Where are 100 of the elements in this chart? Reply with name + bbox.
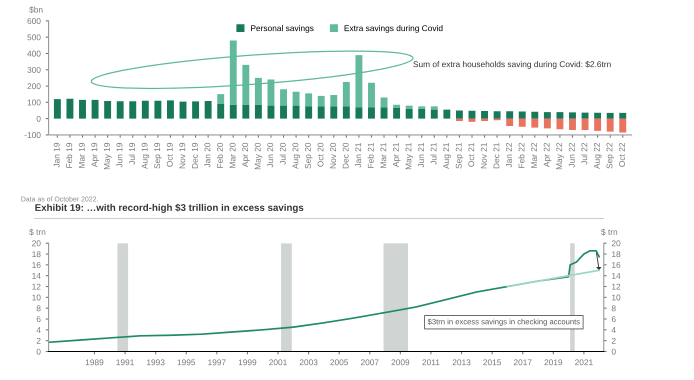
x-tick-label: Apr 21 [392, 142, 400, 168]
x-tick-label: Aug 22 [594, 142, 602, 169]
x-tick-label: Oct 21 [468, 142, 474, 167]
x-tick-label: Jun 19 [116, 142, 122, 168]
x-tick-label: Oct 22 [619, 142, 625, 167]
y-tick-label: 100 [28, 100, 41, 106]
x-tick-label: 1989 [86, 359, 104, 366]
y2-tick-label: 0 [612, 348, 616, 355]
bar [318, 96, 325, 106]
y2-tick-label: 12 [612, 284, 620, 290]
bar [292, 106, 300, 119]
bar [619, 118, 626, 132]
x-tick-label: Apr 22 [544, 142, 552, 168]
y-axis-title: $ trn [29, 228, 46, 236]
y-tick-label: 8 [36, 305, 41, 312]
x-tick-label: Mar 22 [531, 142, 538, 168]
bar [305, 93, 312, 106]
x-tick-label: May 19 [104, 142, 112, 170]
legend-label: Extra savings during Covid [344, 25, 442, 33]
bar [92, 100, 99, 119]
x-tick-label: May 22 [556, 142, 564, 170]
bar [569, 118, 576, 130]
bar [330, 95, 338, 106]
bar [292, 92, 300, 106]
bar [368, 82, 375, 108]
x-tick-label: Jun 20 [267, 142, 274, 168]
y-tick-label: 2 [36, 338, 41, 344]
bar [217, 94, 224, 104]
bar [268, 106, 274, 119]
x-tick-label: 1995 [178, 359, 196, 366]
x-tick-label: Oct 20 [318, 142, 324, 167]
y-tick-label: 500 [27, 34, 41, 40]
x-tick-label: 2005 [330, 359, 348, 366]
chart-title: Exhibit 19: …with record-high $3 trillion in excess savings [35, 204, 304, 213]
y-tick-label: 18 [32, 251, 41, 258]
bar [518, 118, 526, 127]
x-tick-label: May 21 [405, 142, 414, 170]
bar [342, 82, 350, 106]
bar [393, 108, 400, 119]
bar [380, 97, 388, 108]
x-tick-label: 2001 [269, 359, 287, 366]
bar [342, 106, 350, 119]
x-tick-label: 1991 [116, 359, 134, 366]
bar [380, 107, 388, 119]
bar [116, 101, 124, 119]
bar [494, 111, 501, 119]
y-tick-label: 16 [32, 262, 41, 268]
x-tick-label: Aug 20 [292, 142, 300, 169]
x-tick-label: May 20 [254, 142, 262, 170]
y-tick-label: 20 [32, 240, 41, 246]
bar [204, 101, 212, 119]
x-tick-label: Nov 19 [179, 142, 186, 168]
bar [418, 106, 426, 109]
bar [456, 118, 463, 122]
y-tick-label: 200 [27, 83, 41, 90]
y-tick-label: 0 [36, 116, 41, 122]
y-tick-label: 400 [27, 50, 41, 57]
x-tick-label: 2009 [392, 359, 410, 366]
x-tick-label: 1997 [208, 359, 226, 366]
bar [468, 110, 476, 119]
x-tick-label: Feb 21 [368, 142, 374, 168]
x-tick-label: 2019 [544, 359, 562, 366]
bar [180, 102, 186, 119]
x-tick-label: Feb 20 [216, 142, 223, 168]
bar [443, 110, 450, 119]
bar [518, 111, 526, 119]
bar [481, 118, 488, 122]
bar [54, 99, 61, 119]
bar [544, 118, 551, 128]
bar [619, 112, 626, 119]
bar [506, 111, 514, 119]
bar [330, 106, 338, 119]
x-tick-label: 2011 [422, 359, 440, 366]
legend-label: Personal savings [251, 25, 314, 33]
bar [166, 100, 174, 119]
x-tick-label: 1993 [147, 359, 165, 366]
y-axis-title: $bn [29, 6, 42, 14]
x-tick-label: 2007 [360, 359, 379, 366]
y2-tick-label: 4 [612, 327, 616, 333]
x-tick-label: 2015 [483, 359, 502, 366]
bar [217, 104, 224, 119]
y2-axis-title: $ trn [601, 228, 618, 236]
bar [606, 118, 614, 132]
x-tick-label: Mar 21 [380, 142, 386, 168]
x-tick-label: Apr 20 [242, 142, 250, 168]
bar [254, 104, 262, 119]
x-tick-label: Aug 21 [443, 142, 451, 169]
bar [468, 118, 476, 122]
x-tick-label: Dec 19 [192, 142, 198, 168]
bar [192, 101, 200, 119]
y2-tick-label: 6 [612, 316, 616, 322]
x-tick-label: 2003 [300, 359, 318, 366]
bar [418, 108, 426, 119]
x-tick-label: Jan 21 [355, 142, 362, 168]
x-tick-label: Jul 21 [430, 142, 437, 165]
bar [594, 112, 602, 119]
y2-tick-label: 10 [612, 294, 620, 300]
x-tick-label: Sep 19 [154, 142, 162, 169]
bar [406, 108, 413, 119]
x-tick-label: Sep 22 [606, 142, 614, 169]
